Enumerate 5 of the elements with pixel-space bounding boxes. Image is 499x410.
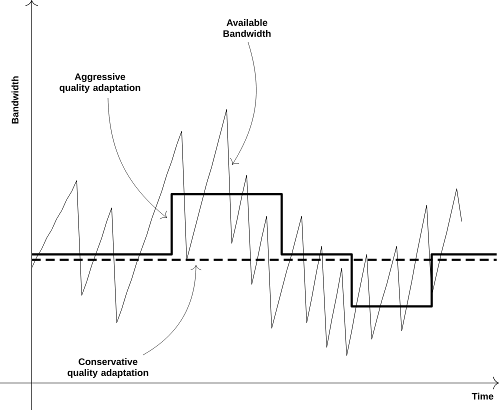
text: Aggressive quality adaptation <box>60 73 140 93</box>
y-axis-title: Bandwidth <box>12 76 18 124</box>
x-axis-title: Time <box>472 392 494 400</box>
annotation: Conservative quality adaptation <box>68 358 148 378</box>
text: Available Bandwidth <box>223 19 271 37</box>
